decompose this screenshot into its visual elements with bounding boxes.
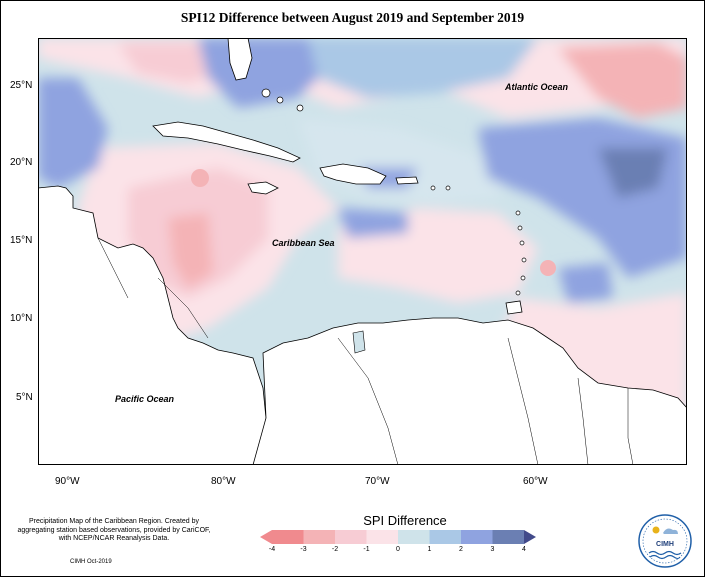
trinidad [505, 300, 523, 315]
legend-tick-label: 0 [396, 546, 400, 553]
legend-tick-label: 4 [522, 546, 526, 553]
country-borders [97, 237, 634, 465]
border-2 [157, 277, 209, 339]
map-border [38, 38, 687, 465]
legend-bin-4 [398, 530, 430, 544]
map-panel [33, 38, 687, 470]
island-bahamas-1 [261, 88, 271, 98]
border-venezuela-guyana [507, 337, 539, 465]
cimh-logo: CIMH [637, 513, 693, 569]
spi-field-blue-north [308, 38, 538, 98]
legend-bins [260, 530, 536, 544]
legend-bin-2 [335, 530, 367, 544]
label-pacific-ocean: Pacific Ocean [115, 394, 175, 404]
island-antilles-1 [515, 210, 521, 216]
lat-label-5n: 5°N [16, 392, 33, 403]
footer-note: Precipitation Map of the Caribbean Regio… [17, 518, 211, 542]
lon-label-70w: 70°W [365, 476, 390, 487]
border-guyana-suriname [577, 377, 589, 465]
hispaniola [319, 163, 387, 185]
spi-field-pink-nw [118, 43, 228, 83]
spi-field-spot-pink-1 [191, 169, 209, 187]
border-1 [97, 237, 129, 299]
cloud-icon [663, 528, 678, 534]
spi-map [33, 38, 687, 470]
island-bahamas-3 [296, 104, 304, 112]
footer-credit: CIMH Oct-2019 [70, 559, 112, 565]
legend-tick-label: -4 [268, 546, 276, 553]
legend-bin-3 [366, 530, 398, 544]
lon-label-90w: 90°W [55, 476, 80, 487]
spi-field-spot-pink-2 [540, 260, 556, 276]
legend-tick-label: -1 [363, 546, 370, 553]
spi-field-blue-lesser-antilles [558, 263, 613, 303]
jamaica [247, 181, 279, 195]
legend-title: SPI Difference [363, 513, 447, 528]
label-caribbean-sea: Caribbean Sea [272, 238, 335, 248]
cimh-logo-svg: CIMH [638, 514, 692, 568]
land-masses [38, 38, 687, 465]
small-islands [261, 88, 527, 296]
central-america [38, 185, 267, 465]
legend-tick-label: 3 [490, 546, 495, 553]
island-antilles-6 [515, 290, 521, 296]
island-antilles-5 [520, 275, 526, 281]
island-bahamas-2 [276, 96, 284, 104]
legend-bin-1 [303, 530, 335, 544]
island-antilles-3 [519, 240, 525, 246]
legend-tick-label: -2 [331, 546, 339, 553]
legend-arrow-high [524, 530, 536, 544]
lon-label-80w: 80°W [211, 476, 236, 487]
legend-colorbar [258, 528, 568, 551]
lat-label-20n: 20°N [10, 157, 33, 168]
label-atlantic-ocean: Atlantic Ocean [505, 82, 569, 92]
south-america [252, 317, 687, 465]
legend-tick-label: -3 [300, 546, 307, 553]
spi-field-pink-core [168, 213, 213, 288]
logo-inner-ring [642, 518, 688, 564]
border-colombia-venezuela [337, 337, 399, 465]
legend-svg [260, 530, 536, 544]
lat-label-10n: 10°N [10, 313, 33, 324]
lon-label-60w: 60°W [523, 476, 548, 487]
logo-text: CIMH [656, 541, 674, 548]
spi-field-blue-central [338, 208, 408, 238]
wave-icon-2 [649, 554, 681, 560]
lat-label-25n: 25°N [10, 80, 33, 91]
spi-field-pink-atlantic [558, 43, 687, 118]
puerto-rico [395, 176, 419, 185]
legend-arrow-low [260, 530, 272, 544]
spi-field-darkblue-atlantic [598, 148, 668, 198]
sun-icon [652, 526, 660, 534]
florida [227, 38, 253, 81]
legend-bin-6 [461, 530, 493, 544]
lake-maracaibo [352, 330, 366, 354]
map-title: SPI12 Difference between August 2019 and… [180, 10, 525, 25]
legend-bin-5 [429, 530, 461, 544]
legend-tick-label: 2 [459, 546, 463, 553]
border-suriname-guiana [627, 388, 634, 465]
island-antilles-2 [517, 225, 523, 231]
legend-bin-7 [492, 530, 524, 544]
wave-icon [648, 550, 682, 556]
lat-label-15n: 15°N [10, 235, 33, 246]
cuba [152, 121, 301, 163]
legend-bin-0 [272, 530, 304, 544]
legend-tick-label: 1 [427, 546, 432, 553]
island-antilles-4 [521, 257, 527, 263]
island-virgin-1 [430, 185, 436, 191]
spi-field-blue-gulf [38, 78, 108, 188]
island-virgin-2 [445, 185, 451, 191]
